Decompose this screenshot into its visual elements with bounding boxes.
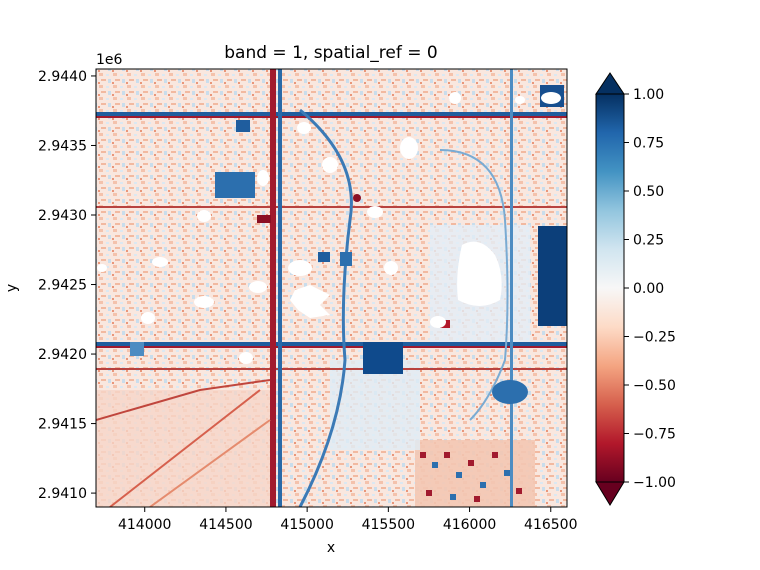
- colorbar-tick-label: −0.75: [633, 427, 676, 443]
- colorbar-extend-top: [595, 72, 625, 95]
- x-tick-label: 416500: [524, 517, 577, 533]
- road-curve-east: [439, 149, 509, 421]
- y-tick-label: 2.9410: [38, 486, 87, 502]
- region-southeast-grid: [415, 440, 535, 507]
- road-diagonal-sw: [109, 389, 261, 507]
- road-north: [96, 112, 567, 116]
- y-tick-label: 2.9435: [38, 138, 87, 154]
- x-tick-label: 416000: [443, 517, 496, 533]
- colorbar-tick-label: 0.75: [633, 136, 664, 152]
- y-tick-label: 2.9425: [38, 278, 87, 294]
- road-upper-mid: [96, 206, 567, 208]
- road-lower-mid: [96, 368, 567, 370]
- x-axis-ticks: 414000 414500 415000 415500 416000 416500: [118, 507, 577, 533]
- chart-title: band = 1, spatial_ref = 0: [224, 43, 437, 63]
- water-block-east: [538, 226, 567, 326]
- y-tick-label: 2.9415: [38, 417, 87, 433]
- nodata-holes: [97, 92, 561, 364]
- blue-pond-se: [492, 380, 528, 404]
- blue-block-nw: [215, 172, 255, 198]
- road-east: [510, 69, 513, 507]
- colorbar: 1.00 0.75 0.50 0.25 0.00 −0.25 −0.50 −0.75 −1.00: [595, 72, 676, 506]
- colorbar-body: [595, 93, 625, 483]
- x-tick-label: 415500: [362, 517, 415, 533]
- colorbar-tick-label: 0.50: [633, 184, 664, 200]
- colorbar-extend-bottom: [595, 481, 625, 506]
- blue-block-n: [236, 120, 250, 132]
- y-offset-label: 1e6: [96, 52, 123, 68]
- blue-block-mid: [318, 252, 330, 262]
- plot-frame: [95, 68, 568, 508]
- colorbar-tick-label: 0.25: [633, 233, 664, 249]
- road-west-edge: [278, 69, 282, 507]
- se-grid-blocks: [420, 452, 522, 502]
- road-curve-sw: [96, 379, 271, 421]
- y-axis-ticks: 2.9410 2.9415 2.9420 2.9425 2.9430 2.9435 2.94…: [38, 69, 96, 502]
- road-middle: [96, 342, 567, 346]
- heatmap-raster: [96, 69, 567, 507]
- y-tick-label: 2.9430: [38, 208, 87, 224]
- colorbar-tick-label: 1.00: [633, 87, 664, 103]
- colorbar-tick-label: 0.00: [633, 281, 664, 297]
- colorbar-tick-label: −0.50: [633, 378, 676, 394]
- red-block-1: [257, 215, 271, 223]
- road-middle-edge: [96, 346, 567, 348]
- red-dot-center: [353, 194, 361, 202]
- y-axis-label: y: [4, 284, 20, 292]
- water-block-center: [363, 342, 403, 374]
- colorbar-ticks: 1.00 0.75 0.50 0.25 0.00 −0.25 −0.50 −0.75 −1.00: [624, 87, 676, 491]
- blue-block-w: [130, 342, 144, 356]
- road-west: [270, 69, 276, 507]
- y-tick-label: 2.9420: [38, 347, 87, 363]
- road-curve-center: [298, 108, 353, 507]
- x-tick-label: 414000: [118, 517, 171, 533]
- x-tick-label: 415000: [280, 517, 333, 533]
- x-axis-label: x: [327, 540, 335, 556]
- y-tick-label: 2.9440: [38, 69, 87, 85]
- colorbar-tick-label: −1.00: [633, 475, 676, 491]
- colorbar-tick-label: −0.25: [633, 330, 676, 346]
- road-north-edge: [96, 116, 567, 118]
- x-tick-label: 414500: [199, 517, 252, 533]
- road-diagonal-sw2: [149, 419, 271, 507]
- blue-block-mid2: [340, 252, 352, 266]
